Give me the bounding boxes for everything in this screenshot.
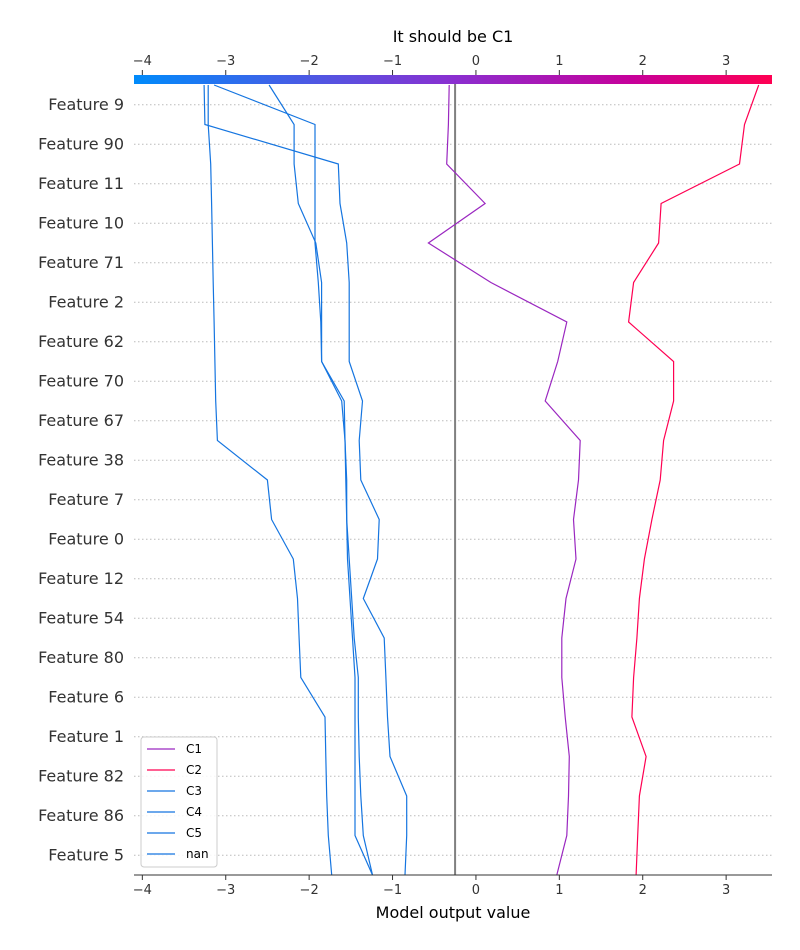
chart-title: It should be C1	[393, 27, 514, 46]
top-tick-label: −2	[300, 54, 319, 69]
legend-entry: C2	[186, 763, 202, 777]
top-tick-label: 3	[722, 54, 730, 69]
series-line-C4	[213, 84, 374, 876]
series-line-nan	[203, 84, 408, 876]
feature-label: Feature 5	[48, 845, 124, 864]
feature-label: Feature 2	[48, 292, 124, 311]
top-tick-label: −3	[216, 54, 235, 69]
feature-label: Feature 86	[38, 806, 124, 825]
top-tick-label: 0	[472, 54, 480, 69]
feature-label: Feature 38	[38, 450, 124, 469]
legend-entry: C3	[186, 784, 202, 798]
feature-label: Feature 67	[38, 411, 124, 430]
bottom-tick-label: 3	[722, 883, 730, 898]
top-tick-label: 2	[639, 54, 647, 69]
bottom-tick-label: −1	[383, 883, 402, 898]
top-axis: −4 −3 −2 −1 0 1 2 3	[133, 54, 730, 75]
feature-label: Feature 90	[38, 134, 124, 153]
bottom-tick-label: 0	[472, 883, 480, 898]
bottom-tick-label: 2	[639, 883, 647, 898]
top-tick-label: −4	[133, 54, 152, 69]
feature-label: Feature 1	[48, 727, 124, 746]
legend-entry: nan	[186, 847, 209, 861]
top-tick-label: 1	[555, 54, 563, 69]
legend: C1 C2 C3 C4 C5 nan	[140, 736, 218, 868]
legend-entry: C5	[186, 826, 202, 840]
feature-label: Feature 71	[38, 253, 124, 272]
legend-entry: C4	[186, 805, 202, 819]
feature-labels: Feature 9 Feature 90 Feature 11 Feature 10 F…	[38, 95, 124, 865]
feature-gridlines	[134, 104, 772, 856]
series-line-C5	[207, 85, 333, 876]
feature-label: Feature 6	[48, 687, 124, 706]
series-line-C3	[268, 84, 374, 876]
series-line-C2	[627, 84, 760, 876]
feature-label: Feature 62	[38, 332, 124, 351]
feature-label: Feature 70	[38, 371, 124, 390]
feature-label: Feature 54	[38, 608, 124, 627]
series-lines	[203, 84, 760, 876]
feature-label: Feature 7	[48, 490, 124, 509]
legend-entry: C1	[186, 742, 202, 756]
feature-label: Feature 9	[48, 95, 124, 114]
x-axis-title: Model output value	[376, 903, 531, 922]
feature-label: Feature 11	[38, 174, 124, 193]
bottom-tick-label: −3	[216, 883, 235, 898]
colorbar	[134, 75, 772, 84]
feature-label: Feature 12	[38, 569, 124, 588]
feature-label: Feature 0	[48, 529, 124, 548]
feature-label: Feature 10	[38, 213, 124, 232]
bottom-tick-label: −4	[133, 883, 152, 898]
bottom-tick-label: 1	[555, 883, 563, 898]
series-line-C1	[427, 84, 581, 876]
feature-label: Feature 80	[38, 648, 124, 667]
bottom-axis: −4 −3 −2 −1 0 1 2 3	[133, 874, 772, 898]
top-tick-label: −1	[383, 54, 402, 69]
bottom-tick-label: −2	[300, 883, 319, 898]
feature-label: Feature 82	[38, 766, 124, 785]
